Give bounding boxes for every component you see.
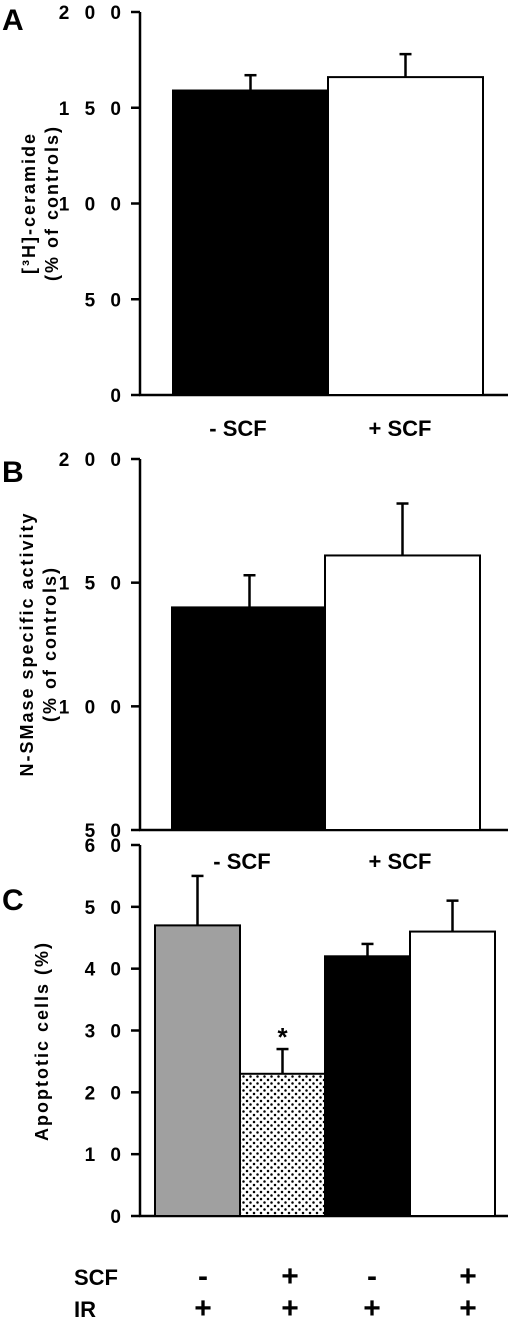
condition-label-ir: IR <box>74 1297 96 1322</box>
y-tick-label-c: 4 0 <box>85 960 126 981</box>
condition-scf-4: + <box>459 1260 477 1293</box>
y-tick-label-a: 1 0 0 <box>59 195 126 216</box>
category-label-a: + SCF <box>369 416 432 441</box>
bar-c-2 <box>239 1072 326 1217</box>
bar-c-3 <box>324 955 411 1217</box>
bar-c-4 <box>409 930 496 1217</box>
y-tick-label-c: 5 0 <box>85 898 126 919</box>
y-tick-label-b: 5 0 <box>85 821 126 842</box>
condition-ir-4: + <box>459 1292 477 1324</box>
plot-area-c: 0 1 0 2 0 3 0 4 0 5 0 6 0 * <box>85 836 508 1228</box>
condition-scf-3: - <box>367 1260 377 1293</box>
condition-scf-2: + <box>281 1260 299 1293</box>
bar-b-1 <box>171 606 328 832</box>
condition-ir-2: + <box>281 1292 299 1324</box>
condition-table-c: - + - ++ + + + <box>194 1260 477 1324</box>
y-tick-label-b: 2 0 0 <box>59 450 126 471</box>
significance-marker: * <box>277 1022 288 1052</box>
y-tick-label-a: 5 0 <box>85 290 126 311</box>
panel-a: A [³H]-ceramide (% of controls) 0 5 0 1 0 … <box>2 3 508 441</box>
y-tick-label-c: 2 0 <box>85 1083 126 1104</box>
y-tick-label-b: 1 0 0 <box>59 697 126 718</box>
y-axis-title-c: Apoptotic cells (%) <box>32 941 52 1141</box>
y-axis-title-a-line2: (% of controls) <box>42 125 62 281</box>
condition-ir-1: + <box>194 1292 212 1324</box>
y-tick-label-a: 2 0 0 <box>59 3 126 24</box>
panel-b: B N-SMase specific activity (% of contro… <box>2 450 508 874</box>
y-tick-label-c: 6 0 <box>85 836 126 857</box>
y-tick-label-b: 1 5 0 <box>59 574 126 595</box>
condition-label-scf: SCF <box>74 1265 118 1290</box>
condition-ir-3: + <box>363 1292 381 1324</box>
y-tick-label-a: 0 <box>110 386 126 407</box>
bar-c-1 <box>154 924 241 1218</box>
category-label-b: - SCF <box>213 849 270 874</box>
plot-area-a: 0 5 0 1 0 0 1 5 0 2 0 0 - SCF + SCF <box>59 3 508 441</box>
panel-letter-c: C <box>2 884 24 917</box>
y-axis-title-b-line2: (% of controls) <box>40 566 60 722</box>
bar-a-2 <box>327 76 484 397</box>
bar-a-1 <box>172 89 329 396</box>
category-label-b: + SCF <box>369 849 432 874</box>
y-axis-title-a-line1: [³H]-ceramide <box>19 132 39 274</box>
panel-letter-a: A <box>2 4 24 37</box>
panel-letter-b: B <box>2 456 24 489</box>
y-axis-title-b-line1: N-SMase specific activity <box>17 511 37 776</box>
y-tick-label-a: 1 5 0 <box>59 99 126 120</box>
category-label-a: - SCF <box>209 416 266 441</box>
y-tick-label-c: 0 <box>110 1207 126 1228</box>
condition-scf-1: - <box>198 1260 208 1293</box>
plot-area-b: 5 0 1 0 0 1 5 0 2 0 0 - SCF + SCF <box>59 450 508 874</box>
y-tick-label-c: 3 0 <box>85 1022 126 1043</box>
panel-c: C Apoptotic cells (%) 0 1 0 2 0 3 0 4 0 5 0 6 … <box>2 836 508 1324</box>
y-tick-label-c: 1 0 <box>85 1145 126 1166</box>
bar-b-2 <box>324 554 481 832</box>
